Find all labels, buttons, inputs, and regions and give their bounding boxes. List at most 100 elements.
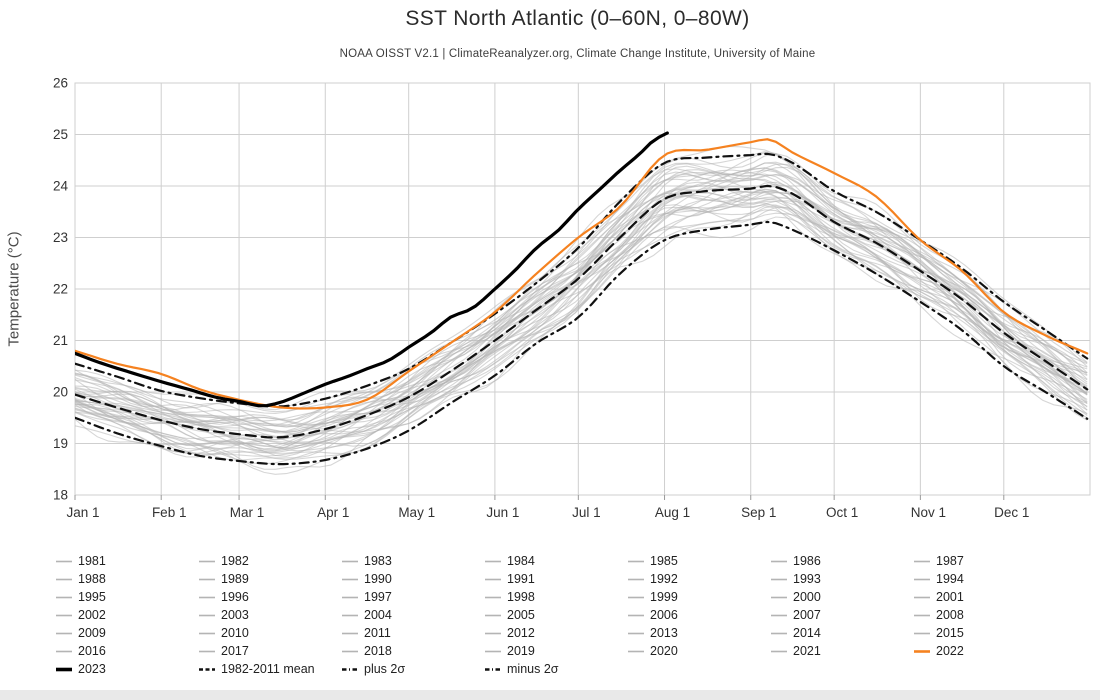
x-tick-label: Apr 1: [317, 505, 349, 520]
legend-label: 2008: [936, 608, 964, 622]
legend-item-2016[interactable]: 2016: [56, 642, 199, 660]
y-tick-label: 18: [53, 488, 68, 503]
legend-item-1986[interactable]: 1986: [771, 552, 914, 570]
legend-swatch-solid-gray: [199, 560, 215, 562]
year-line-1984: [75, 190, 1088, 452]
year-line-1992: [75, 199, 1088, 461]
legend-swatch-solid-gray: [485, 650, 501, 652]
legend-item-2014[interactable]: 2014: [771, 624, 914, 642]
legend-label: 1995: [78, 590, 106, 604]
legend-item-1987[interactable]: 1987: [914, 552, 1057, 570]
legend-item-1990[interactable]: 1990: [342, 570, 485, 588]
legend-item-2002[interactable]: 2002: [56, 606, 199, 624]
legend-item-2017[interactable]: 2017: [199, 642, 342, 660]
year-line-1990: [75, 186, 1088, 447]
legend-item-1989[interactable]: 1989: [199, 570, 342, 588]
legend-item-1993[interactable]: 1993: [771, 570, 914, 588]
legend-swatch-dashdot: [485, 667, 501, 671]
series-layer: [75, 131, 1089, 475]
legend-item-2011[interactable]: 2011: [342, 624, 485, 642]
y-tick-label: 26: [53, 76, 68, 91]
legend-label: 1997: [364, 590, 392, 604]
legend-item-2012[interactable]: 2012: [485, 624, 628, 642]
legend-label: 2001: [936, 590, 964, 604]
legend-item-1982[interactable]: 1982: [199, 552, 342, 570]
legend-label: 1990: [364, 572, 392, 586]
legend-swatch-dashed: [199, 667, 215, 671]
legend-item-2022[interactable]: 2022: [914, 642, 1057, 660]
y-tick-label: 19: [53, 436, 68, 451]
legend-item-1985[interactable]: 1985: [628, 552, 771, 570]
year-line-1994: [75, 188, 1088, 449]
year-line-2001: [75, 190, 1088, 446]
y-tick-label: 20: [53, 385, 68, 400]
legend-swatch-solid-gray: [771, 614, 787, 616]
year-line-1986: [75, 202, 1088, 450]
legend-label: 2009: [78, 626, 106, 640]
legend-item-2009[interactable]: 2009: [56, 624, 199, 642]
legend-swatch-solid-gray: [56, 578, 72, 580]
legend-item-1995[interactable]: 1995: [56, 588, 199, 606]
legend-label: 2002: [78, 608, 106, 622]
x-tick-label: Jan 1: [66, 505, 99, 520]
legend-swatch-solid-gray: [56, 560, 72, 562]
legend-swatch-solid-gray: [771, 596, 787, 598]
legend-item-2023[interactable]: 2023: [56, 660, 199, 678]
legend-label: 1985: [650, 554, 678, 568]
legend-item-plus-2-[interactable]: plus 2σ: [342, 660, 485, 678]
legend-swatch-solid-gray: [628, 632, 644, 634]
legend-item-2018[interactable]: 2018: [342, 642, 485, 660]
legend-item-1992[interactable]: 1992: [628, 570, 771, 588]
year-line-2004: [75, 191, 1088, 444]
legend-label: 2013: [650, 626, 678, 640]
grid: [74, 82, 1091, 496]
legend-item-2010[interactable]: 2010: [199, 624, 342, 642]
chart-title: SST North Atlantic (0–60N, 0–80W): [405, 7, 750, 30]
legend-item-2004[interactable]: 2004: [342, 606, 485, 624]
legend-swatch-solid-gray: [485, 632, 501, 634]
legend-item-1997[interactable]: 1997: [342, 588, 485, 606]
legend-label: 2006: [650, 608, 678, 622]
legend-swatch-solid-gray: [771, 560, 787, 562]
legend-item-1999[interactable]: 1999: [628, 588, 771, 606]
legend-item-2000[interactable]: 2000: [771, 588, 914, 606]
legend-item-1991[interactable]: 1991: [485, 570, 628, 588]
chart-subtitle: NOAA OISST V2.1 | ClimateReanalyzer.org,…: [339, 48, 816, 60]
legend-swatch-solid-gray: [771, 650, 787, 652]
legend-swatch-solid-gray: [485, 596, 501, 598]
legend-item-2013[interactable]: 2013: [628, 624, 771, 642]
x-tick-label: Nov 1: [911, 505, 946, 520]
legend-item-1988[interactable]: 1988: [56, 570, 199, 588]
legend-item-minus-2-[interactable]: minus 2σ: [485, 660, 628, 678]
legend-item-2020[interactable]: 2020: [628, 642, 771, 660]
legend-label: 2004: [364, 608, 392, 622]
legend-item-1994[interactable]: 1994: [914, 570, 1057, 588]
legend-item-2005[interactable]: 2005: [485, 606, 628, 624]
legend-item-2006[interactable]: 2006: [628, 606, 771, 624]
legend-item-2001[interactable]: 2001: [914, 588, 1057, 606]
legend-item-1981[interactable]: 1981: [56, 552, 199, 570]
legend-item-2003[interactable]: 2003: [199, 606, 342, 624]
legend-swatch-solid-gray: [56, 632, 72, 634]
legend-swatch-dashdot: [342, 667, 358, 671]
x-tick-label: May 1: [398, 505, 435, 520]
legend-item-1982-2011-mean[interactable]: 1982-2011 mean: [199, 660, 342, 678]
legend-item-1984[interactable]: 1984: [485, 552, 628, 570]
legend-item-1996[interactable]: 1996: [199, 588, 342, 606]
legend-item-1998[interactable]: 1998: [485, 588, 628, 606]
legend-label: 2003: [221, 608, 249, 622]
legend-swatch-solid-gray: [485, 578, 501, 580]
legend-item-2008[interactable]: 2008: [914, 606, 1057, 624]
x-tick-label: Jun 1: [486, 505, 519, 520]
legend-item-2019[interactable]: 2019: [485, 642, 628, 660]
legend: 1981 1982 1983 1984 1985 1986 1987 1988 1989 1990…: [56, 552, 1057, 678]
legend-label: 1991: [507, 572, 535, 586]
legend-item-2021[interactable]: 2021: [771, 642, 914, 660]
year-line-1989: [75, 205, 1088, 454]
legend-item-1983[interactable]: 1983: [342, 552, 485, 570]
legend-item-2007[interactable]: 2007: [771, 606, 914, 624]
y-tick-label: 21: [53, 333, 68, 348]
legend-item-2015[interactable]: 2015: [914, 624, 1057, 642]
